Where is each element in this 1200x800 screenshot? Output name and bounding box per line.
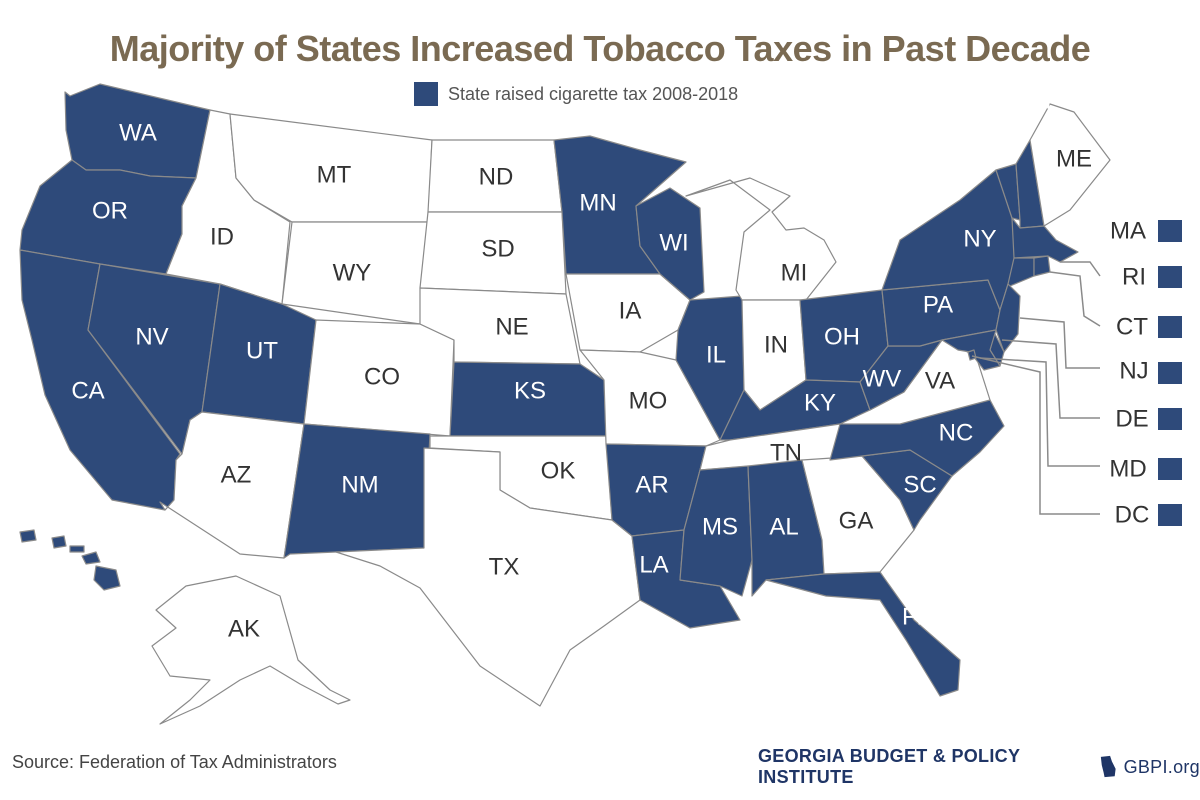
label-de: DE: [1115, 405, 1148, 432]
label-ca: CA: [71, 377, 104, 404]
label-dc: DC: [1115, 501, 1150, 528]
label-sd: SD: [481, 235, 514, 262]
label-az: AZ: [221, 461, 252, 488]
swatch-ri: [1158, 266, 1182, 288]
label-ky: KY: [804, 389, 836, 416]
label-ne: NE: [495, 313, 528, 340]
state-ak: [151, 575, 351, 725]
brand-name: GEORGIA BUDGET & POLICY INSTITUTE: [758, 746, 1020, 787]
state-ma: [1011, 217, 1079, 263]
label-oh: OH: [824, 323, 860, 350]
label-mn: MN: [579, 189, 616, 216]
label-ga: GA: [839, 507, 874, 534]
swatch-dc: [1158, 504, 1182, 526]
label-tx: TX: [489, 553, 520, 580]
state-tx: [335, 447, 641, 707]
label-mi: MI: [781, 259, 808, 286]
label-sc: SC: [903, 471, 936, 498]
label-al: AL: [769, 513, 798, 540]
label-ny: NY: [963, 225, 996, 252]
georgia-state-icon: [1100, 755, 1116, 778]
label-hi: HI: [44, 571, 68, 598]
label-ma: MA: [1110, 217, 1146, 244]
brand-footer: GEORGIA BUDGET & POLICY INSTITUTE GBPI.o…: [758, 746, 1200, 788]
state-dc: [967, 349, 977, 361]
label-nv: NV: [135, 323, 168, 350]
label-va: VA: [925, 367, 955, 394]
swatch-md: [1158, 458, 1182, 480]
label-tn: TN: [770, 439, 802, 466]
label-id: ID: [210, 223, 234, 250]
map-title: Majority of States Increased Tobacco Tax…: [109, 28, 1091, 69]
label-ct: CT: [1116, 313, 1148, 340]
label-vt: VT: [989, 133, 1020, 160]
label-fl: FL: [902, 603, 930, 630]
label-nd: ND: [479, 163, 514, 190]
label-ok: OK: [541, 457, 576, 484]
label-ri: RI: [1122, 263, 1146, 290]
label-me: ME: [1056, 145, 1092, 172]
state-hi: [19, 529, 121, 591]
state-ct: [1007, 257, 1035, 287]
label-nc: NC: [939, 419, 974, 446]
label-la: LA: [639, 551, 668, 578]
label-ut: UT: [246, 337, 278, 364]
label-wa: WA: [119, 119, 157, 146]
label-nm: NM: [341, 471, 378, 498]
state-mi: [685, 177, 837, 301]
state-wi: [635, 187, 705, 301]
label-pa: PA: [923, 291, 953, 318]
label-wv: WV: [863, 365, 902, 392]
swatch-ma: [1158, 220, 1182, 242]
legend: State raised cigarette tax 2008-2018: [414, 82, 738, 106]
leader-lines: [971, 261, 1101, 515]
label-ak: AK: [228, 615, 260, 642]
label-ms: MS: [702, 513, 738, 540]
swatch-de: [1158, 408, 1182, 430]
state-ri: [1033, 255, 1051, 277]
label-co: CO: [364, 363, 400, 390]
label-ar: AR: [635, 471, 668, 498]
source-note: Source: Federation of Tax Administrators: [12, 752, 337, 772]
legend-label: State raised cigarette tax 2008-2018: [448, 83, 739, 104]
label-mo: MO: [629, 387, 668, 414]
label-wi: WI: [659, 229, 688, 256]
label-in: IN: [764, 331, 788, 358]
label-ia: IA: [619, 297, 642, 324]
legend-swatch: [414, 82, 438, 106]
state-md: [941, 329, 1001, 371]
label-or: OR: [92, 197, 128, 224]
state-fl: [765, 571, 961, 697]
state-mo: [579, 349, 721, 447]
label-nh: NH: [1017, 87, 1052, 114]
label-wy: WY: [333, 259, 372, 286]
label-il: IL: [706, 341, 726, 368]
label-nj: NJ: [1119, 357, 1148, 384]
swatch-nj: [1158, 362, 1182, 384]
label-mt: MT: [317, 161, 352, 188]
brand-url[interactable]: GBPI.org: [1123, 756, 1200, 777]
swatch-ct: [1158, 316, 1182, 338]
label-md: MD: [1109, 455, 1146, 482]
label-ks: KS: [514, 377, 546, 404]
